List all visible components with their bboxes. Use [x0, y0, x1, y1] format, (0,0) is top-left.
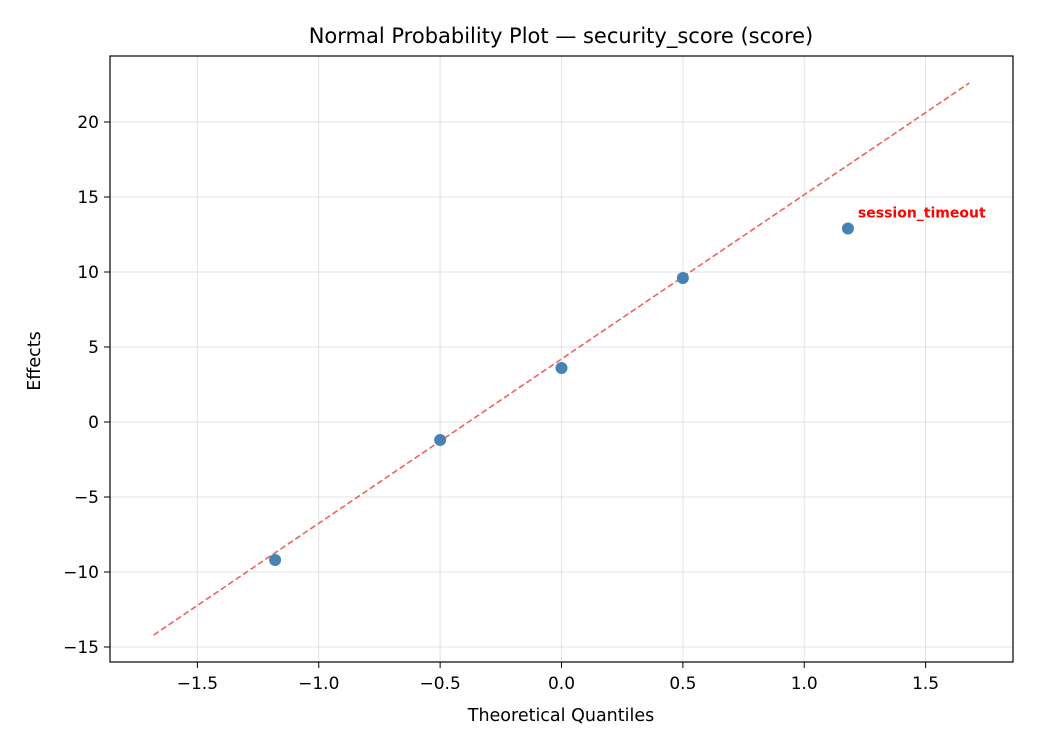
reference-line: [153, 82, 970, 636]
x-axis: −1.5 −1.0 −0.5 0.0 0.5 1.0 1.5: [177, 662, 939, 694]
y-tick-label: 5: [88, 338, 99, 358]
grid: [110, 56, 1013, 662]
x-tick-label: 0.0: [548, 674, 575, 694]
data-point: [269, 554, 282, 566]
y-tick-label: 15: [77, 188, 99, 208]
data-point: [434, 434, 447, 446]
x-axis-label: Theoretical Quantiles: [467, 706, 654, 726]
data-points: [269, 222, 854, 566]
data-point: [676, 272, 689, 284]
data-point: [555, 362, 568, 374]
reference-line-layer: [153, 82, 970, 636]
y-tick-label: 20: [77, 113, 99, 133]
x-tick-label: −1.5: [177, 674, 218, 694]
y-axis-label: Effects: [25, 331, 45, 390]
annotations: session_timeout: [858, 206, 986, 222]
x-tick-label: 0.5: [669, 674, 696, 694]
y-tick-label: −15: [63, 638, 99, 658]
y-tick-label: 10: [77, 263, 99, 283]
chart-title: Normal Probability Plot — security_score…: [309, 24, 814, 49]
point-annotation: session_timeout: [858, 206, 986, 222]
x-tick-label: 1.5: [912, 674, 939, 694]
y-tick-label: −5: [74, 488, 99, 508]
x-tick-label: −1.0: [298, 674, 339, 694]
y-axis: −15 −10 −5 0 5 10 15 20: [63, 113, 110, 658]
y-tick-label: −10: [63, 563, 99, 583]
data-point: [841, 222, 854, 235]
y-tick-label: 0: [88, 413, 99, 433]
x-tick-label: 1.0: [791, 674, 818, 694]
x-tick-label: −0.5: [419, 674, 460, 694]
